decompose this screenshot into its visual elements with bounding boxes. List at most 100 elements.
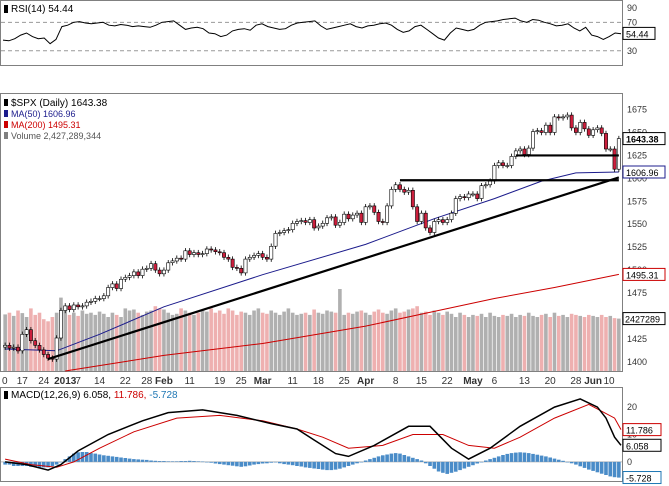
price-candle <box>307 216 312 226</box>
candle-body <box>54 337 59 360</box>
volume-bar <box>565 317 570 371</box>
candle-body <box>153 263 158 271</box>
volume-bar <box>140 314 145 371</box>
price-panel: 1675165016251600157515501525150014751450… <box>3 98 666 372</box>
candle-body <box>114 283 119 289</box>
volume-bar <box>471 314 475 371</box>
candle-body <box>157 269 162 275</box>
price-candle <box>574 125 578 136</box>
price-candle <box>106 284 111 299</box>
macd-histogram-bar <box>449 461 454 473</box>
price-candle <box>595 125 600 133</box>
candle-body <box>569 114 574 129</box>
macd-histogram-bar <box>556 459 561 462</box>
volume-bar <box>127 310 132 371</box>
candle-body <box>616 138 621 170</box>
candle-body <box>131 271 136 276</box>
volume-bar <box>290 312 295 371</box>
price-candle <box>505 162 510 169</box>
candle-body <box>458 196 462 199</box>
volume-bar <box>213 312 218 371</box>
volume-bar <box>441 314 445 371</box>
volume-bar <box>535 317 540 371</box>
price-candle <box>578 119 583 136</box>
price-candle <box>440 216 445 226</box>
price-candle <box>303 217 308 226</box>
candle-body <box>376 212 381 222</box>
price-candle <box>458 193 462 202</box>
volume-bar <box>342 314 346 371</box>
price-candle <box>333 214 338 228</box>
candle-body <box>548 124 553 133</box>
rsi-line <box>2 17 622 45</box>
candle-body <box>123 277 128 280</box>
x-axis-tick-label: 24 <box>38 376 50 387</box>
candle-body <box>522 148 527 155</box>
price-candle <box>174 255 179 264</box>
macd-histogram-bar <box>479 461 484 463</box>
rsi-y-tick: 30 <box>627 46 637 56</box>
ma200-value-box <box>622 267 666 281</box>
price-candle <box>475 191 480 202</box>
price-candle <box>136 269 141 279</box>
price-candle <box>380 218 385 226</box>
macd-histogram-bar <box>157 461 162 462</box>
price-candle <box>445 216 450 226</box>
volume-bar <box>526 312 531 371</box>
volume-value-box <box>622 312 666 326</box>
candle-body <box>59 310 63 339</box>
price-candle <box>462 193 467 201</box>
x-axis-tick-label: 2013 <box>54 376 77 387</box>
volume-bar <box>299 313 304 371</box>
volume-bar <box>514 317 518 371</box>
macd-histogram-bar <box>548 457 552 462</box>
volume-bar <box>37 312 42 371</box>
price-y-tick: 1400 <box>627 357 647 367</box>
x-axis-tick-label: 22 <box>120 376 132 387</box>
volume-bar <box>7 312 12 371</box>
candle-body <box>333 216 338 226</box>
price-candle <box>389 186 394 209</box>
candle-body <box>234 267 239 269</box>
volume-bar <box>582 317 587 371</box>
x-axis-tick-label: 20 <box>545 376 557 387</box>
macd-histogram-bar <box>458 461 462 471</box>
volume-bar <box>24 317 29 371</box>
price-candle <box>415 204 420 225</box>
price-candle <box>518 146 523 154</box>
price-candle <box>101 293 106 302</box>
macd-histogram-bar <box>350 461 355 465</box>
price-candle <box>393 182 398 193</box>
price-candle <box>604 130 608 152</box>
candle-body <box>252 255 256 258</box>
macd-histogram-bar <box>153 460 158 462</box>
volume-bar <box>209 308 213 371</box>
candle-body <box>535 130 540 132</box>
ma50-legend-text: MA(50) 1606.96 <box>11 109 76 119</box>
volume-bar <box>466 317 471 371</box>
candle-body <box>200 253 205 255</box>
macd-histogram-bar <box>565 461 570 463</box>
candle-body <box>3 344 8 348</box>
price-y-tick: 1625 <box>627 150 647 160</box>
candle-body <box>33 340 38 346</box>
candle-body <box>350 214 355 220</box>
volume-bar <box>488 312 492 371</box>
macd-histogram-bar <box>612 461 617 478</box>
price-candle <box>312 216 317 231</box>
volume-bar <box>192 314 196 371</box>
volume-bar <box>574 314 578 371</box>
candle-body <box>337 222 342 226</box>
price-candle <box>449 210 454 223</box>
x-axis-tick-label: 14 <box>94 376 106 387</box>
macd-signal-line <box>4 403 622 468</box>
candle-body <box>492 165 497 182</box>
price-candle <box>372 203 377 216</box>
candle-body <box>518 148 523 152</box>
price-candle <box>123 274 128 283</box>
price-candle <box>316 223 321 231</box>
macd-histogram-bar <box>33 461 37 467</box>
candle-body <box>217 251 222 254</box>
x-axis-tick-label: 18 <box>313 376 325 387</box>
